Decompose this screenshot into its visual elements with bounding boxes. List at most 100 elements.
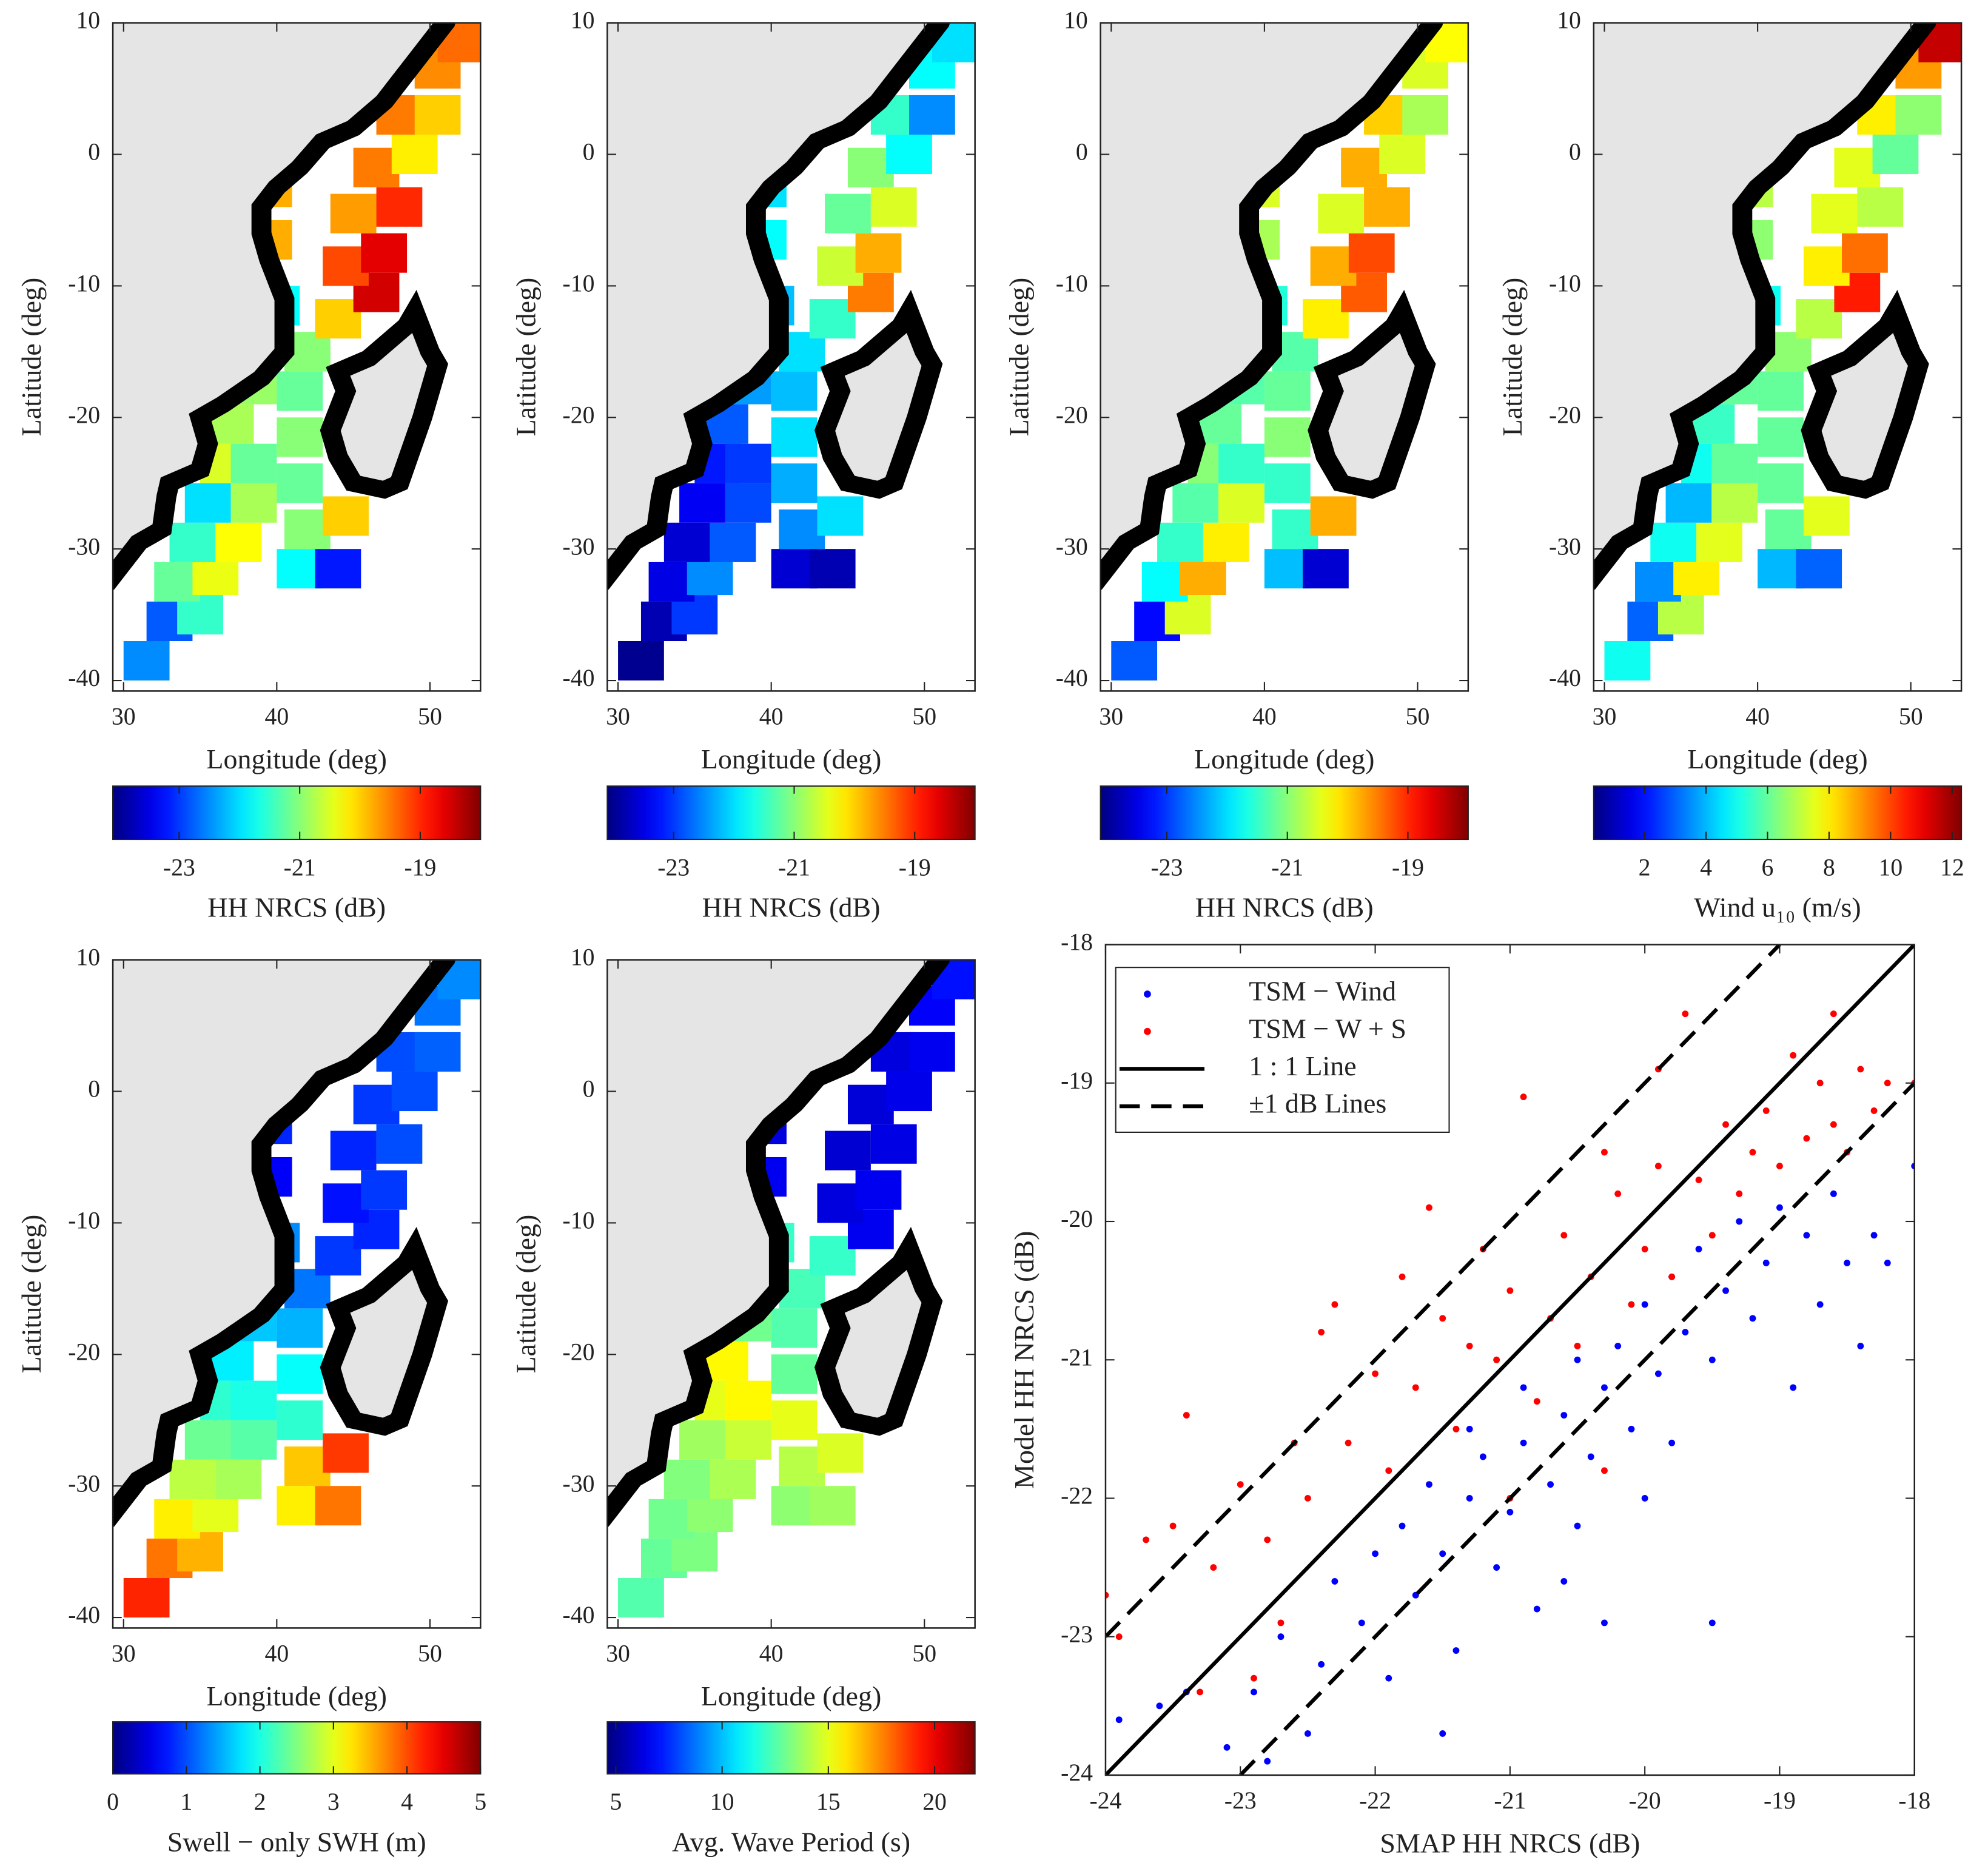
- map-cell: [1348, 233, 1395, 273]
- scatter-point: [1870, 1107, 1878, 1114]
- map-cell: [376, 187, 423, 227]
- colorbar-tick-label: -21: [1271, 854, 1303, 881]
- scatter-point: [1708, 1356, 1716, 1363]
- y-tick-label: -18: [1061, 929, 1093, 956]
- x-tick-label: 40: [1252, 704, 1277, 730]
- y-tick-label: -20: [68, 1338, 100, 1365]
- x-axis-label: Longitude (deg): [701, 1681, 882, 1711]
- y-axis-label: Model HH NRCS (dB): [1009, 1231, 1039, 1489]
- x-tick-label: -18: [1898, 1787, 1930, 1814]
- scatter-point: [1830, 1121, 1837, 1128]
- colorbar: [112, 1721, 482, 1775]
- map-cell: [771, 1308, 818, 1348]
- scatter-point: [1614, 1342, 1622, 1349]
- map-cell: [725, 443, 771, 483]
- map-cell: [1758, 549, 1804, 589]
- y-tick-label: -40: [68, 665, 100, 691]
- y-tick-label: -40: [1056, 665, 1088, 691]
- map-cell: [1758, 463, 1804, 503]
- scatter-point: [1560, 1232, 1568, 1239]
- scatter-point: [1183, 1412, 1190, 1419]
- colorbar-tick-label: -21: [284, 854, 316, 881]
- map-cell: [825, 1130, 871, 1170]
- plot-frame: [112, 22, 482, 692]
- x-axis-label: Longitude (deg): [1194, 744, 1375, 774]
- map-cell: [855, 233, 902, 273]
- scatter-point: [1654, 1163, 1662, 1170]
- y-tick-label: -30: [563, 533, 595, 560]
- scatter-point: [1358, 1619, 1365, 1627]
- x-tick-label: 50: [1899, 704, 1923, 730]
- map-cell: [1604, 640, 1651, 681]
- map-cell: [414, 1032, 461, 1072]
- colorbar-tick-label: 4: [1700, 854, 1712, 881]
- scatter-point: [1466, 1495, 1473, 1502]
- colorbar-tick-label: 1: [180, 1788, 192, 1815]
- scatter-point: [1143, 1536, 1150, 1543]
- scatter-point: [1668, 1439, 1676, 1446]
- scatter-point: [1318, 1329, 1325, 1336]
- map-area: [465, 933, 975, 1618]
- map-cell: [817, 496, 864, 536]
- scatter-point: [1493, 1356, 1500, 1363]
- map-cell: [192, 556, 239, 596]
- map-cell: [277, 1354, 323, 1394]
- map-cell: [771, 417, 818, 457]
- map-cell: [1172, 483, 1219, 523]
- map-cell: [277, 371, 323, 411]
- map-cell: [663, 522, 710, 562]
- y-tick-label: -30: [68, 533, 100, 560]
- map-cell: [1803, 496, 1850, 536]
- scatter-point: [1466, 1425, 1473, 1432]
- scatter-point: [1264, 1758, 1271, 1765]
- scatter-point: [1803, 1232, 1810, 1239]
- y-tick-label: -20: [563, 401, 595, 428]
- y-tick-label: -24: [1061, 1759, 1093, 1786]
- legend-label: 1 : 1 Line: [1249, 1050, 1357, 1081]
- scatter-point: [1439, 1315, 1446, 1322]
- scatter-point: [1695, 1246, 1702, 1253]
- map-cell: [277, 417, 323, 457]
- scatter-point: [1493, 1564, 1500, 1571]
- y-tick-label: -20: [1549, 401, 1581, 428]
- scatter-point: [1654, 1370, 1662, 1377]
- x-tick-label: 30: [1099, 704, 1123, 730]
- map-cell: [710, 522, 756, 562]
- x-tick-label: -20: [1629, 1787, 1661, 1814]
- map-cell: [277, 463, 323, 503]
- x-tick-label: 50: [912, 1641, 936, 1667]
- map-cell: [169, 1459, 216, 1499]
- land: [1318, 312, 1425, 490]
- map-cell: [809, 1486, 856, 1526]
- map-cell: [1895, 95, 1942, 135]
- scatter-point: [1614, 1190, 1622, 1197]
- y-axis-label: Latitude (deg): [16, 278, 47, 437]
- y-axis-label: Latitude (deg): [510, 1215, 541, 1374]
- plot-area: [1105, 944, 1915, 1775]
- map-cell: [414, 95, 461, 135]
- x-tick-label: -22: [1359, 1787, 1391, 1814]
- scatter-point: [1816, 1080, 1824, 1087]
- y-tick-label: 10: [1064, 7, 1088, 34]
- colorbar-tick-label: 5: [474, 1788, 486, 1815]
- map-cell: [1796, 549, 1842, 589]
- scatter-point: [1762, 1260, 1770, 1266]
- map-cell: [330, 193, 377, 233]
- scatter-point: [1426, 1204, 1432, 1211]
- y-tick-label: 0: [1569, 139, 1581, 166]
- map-cell: [1218, 443, 1264, 483]
- map-cell: [1264, 371, 1311, 411]
- map-cell: [230, 443, 277, 483]
- map-cell: [1665, 483, 1712, 523]
- x-tick-label: 40: [1745, 704, 1770, 730]
- x-tick-label: 40: [759, 704, 784, 730]
- colorbar-tick-label: -19: [1392, 854, 1424, 881]
- scatter-point: [1601, 1149, 1608, 1156]
- colorbar-tick-label: 2: [1639, 854, 1651, 881]
- scatter-point: [1156, 1702, 1163, 1710]
- scatter-point: [1251, 1674, 1257, 1682]
- legend-marker: [1144, 990, 1151, 998]
- map-cell: [1872, 134, 1919, 175]
- scatter-point: [1506, 1287, 1514, 1294]
- map-cell: [1635, 562, 1681, 602]
